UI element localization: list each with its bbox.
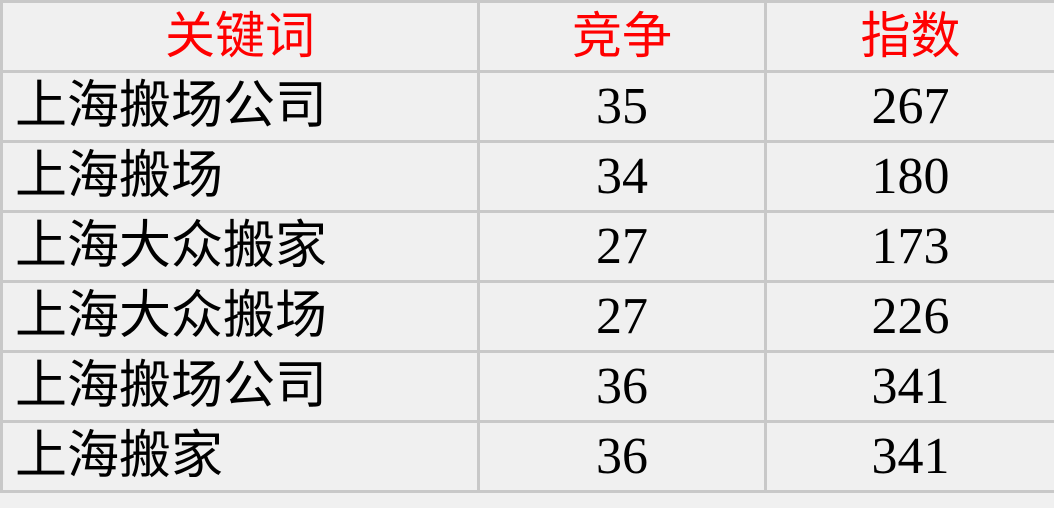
cell-competition: 27	[477, 280, 767, 353]
cell-competition: 36	[477, 350, 767, 423]
cell-index: 180	[764, 140, 1054, 213]
header-row: 关键词 竞争 指数	[0, 0, 1054, 73]
cell-keyword: 上海搬场	[0, 140, 480, 213]
table-row: 上海搬场公司 35 267	[0, 70, 1054, 143]
table-row: 上海大众搬场 27 226	[0, 280, 1054, 353]
header-competition: 竞争	[477, 0, 767, 73]
cell-keyword: 上海搬家	[0, 420, 480, 493]
table-row: 上海搬场公司 36 341	[0, 350, 1054, 423]
cell-index: 226	[764, 280, 1054, 353]
cell-index: 341	[764, 350, 1054, 423]
table-row: 上海大众搬家 27 173	[0, 210, 1054, 283]
cell-competition: 27	[477, 210, 767, 283]
cell-index: 267	[764, 70, 1054, 143]
cell-competition: 35	[477, 70, 767, 143]
header-keyword: 关键词	[0, 0, 480, 73]
cell-keyword: 上海搬场公司	[0, 350, 480, 423]
cell-keyword: 上海大众搬场	[0, 280, 480, 353]
table-row: 上海搬场 34 180	[0, 140, 1054, 213]
cell-index: 173	[764, 210, 1054, 283]
table-row: 上海搬家 36 341	[0, 420, 1054, 493]
cell-keyword: 上海搬场公司	[0, 70, 480, 143]
keyword-table: 关键词 竞争 指数 上海搬场公司 35 267 上海搬场 34 180 上海大众搬家 27 17…	[0, 0, 1054, 493]
header-index: 指数	[764, 0, 1054, 73]
cell-index: 341	[764, 420, 1054, 493]
cell-competition: 36	[477, 420, 767, 493]
cell-competition: 34	[477, 140, 767, 213]
cell-keyword: 上海大众搬家	[0, 210, 480, 283]
